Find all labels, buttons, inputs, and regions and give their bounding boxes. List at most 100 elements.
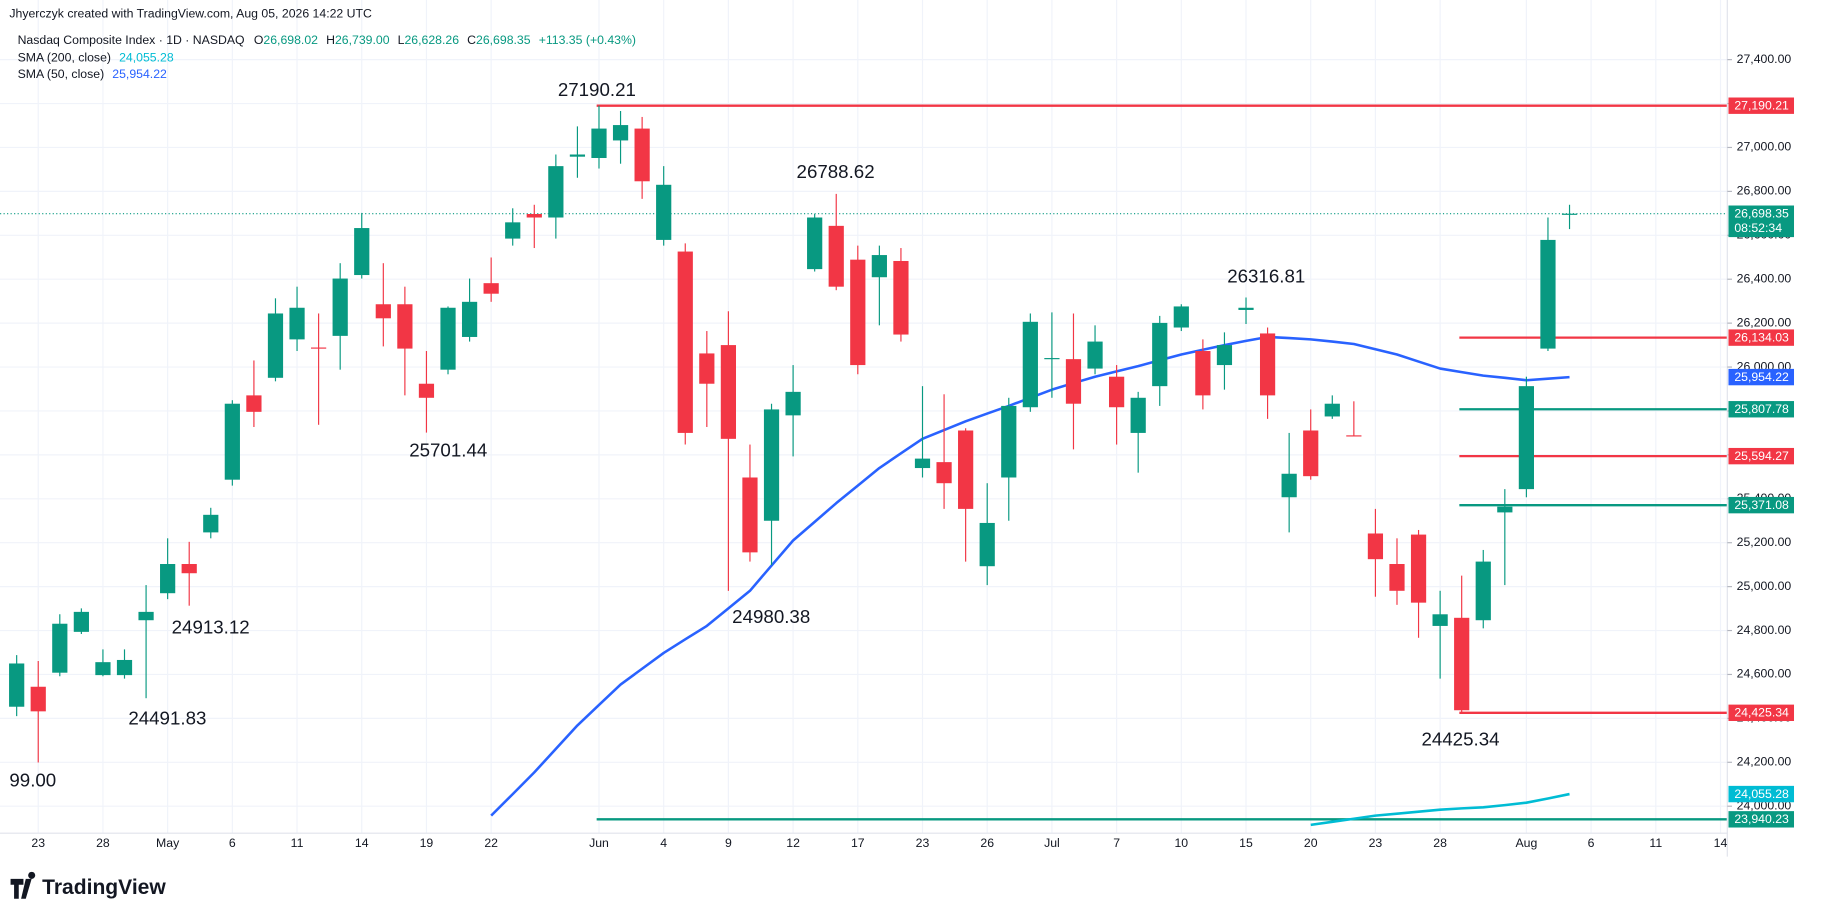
x-tick-label: 11 <box>291 836 304 850</box>
candle-body <box>979 522 995 567</box>
level-badge <box>1728 447 1795 465</box>
candle-body <box>958 430 974 509</box>
candle-body <box>785 391 801 416</box>
y-tick-label: 25,200.00 <box>1737 535 1792 549</box>
candle-body <box>1259 333 1276 396</box>
candle-body <box>311 347 327 349</box>
x-tick-label: 6 <box>1588 836 1595 850</box>
candle-body <box>526 213 542 218</box>
sma-label: 24,055.28 <box>1734 787 1789 801</box>
annotation: 26316.81 <box>1227 265 1305 286</box>
level-label: 25,371.08 <box>1734 498 1789 512</box>
annotation: 24491.83 <box>128 708 206 729</box>
candle-body <box>267 313 284 378</box>
y-tick-label: 24,600.00 <box>1737 667 1792 681</box>
brand-logo: TradingView <box>10 871 166 899</box>
candle-body <box>354 228 370 276</box>
y-tick-label: 25,000.00 <box>1737 579 1792 593</box>
candle-body <box>1518 386 1534 490</box>
ohlc-key: C <box>467 33 476 47</box>
level-badge <box>1728 97 1795 114</box>
candle-body <box>1109 376 1125 408</box>
x-tick-label: 20 <box>1304 836 1318 850</box>
candle-body <box>1087 341 1103 369</box>
candle-body <box>1389 564 1405 591</box>
x-tick-label: 10 <box>1174 836 1188 850</box>
x-tick-label: Jun <box>589 836 609 850</box>
level-label: 24,425.34 <box>1734 706 1789 720</box>
candle-body <box>612 125 629 141</box>
legend-header: Jhyerczyk created with TradingView.com, … <box>9 6 636 81</box>
annotation: 24980.38 <box>732 606 810 627</box>
x-tick-label: 9 <box>725 836 732 850</box>
candle-body <box>1065 359 1082 404</box>
y-tick-label: 24,800.00 <box>1737 623 1792 637</box>
ohlc-key: L <box>398 33 405 47</box>
sma-legend: SMA (200, close) 24,055.28 <box>18 51 174 65</box>
annotation: 99.00 <box>9 770 56 791</box>
x-tick-label: 14 <box>1714 836 1728 850</box>
y-tick-label: 26,800.00 <box>1737 184 1792 198</box>
candle-body <box>569 154 586 157</box>
level-label: 23,940.23 <box>1734 812 1789 826</box>
candle-body <box>1216 345 1233 366</box>
candle-body <box>591 128 607 159</box>
legend-value: 25,954.22 <box>112 67 167 81</box>
candle-body <box>677 251 693 433</box>
candle-body <box>850 259 866 366</box>
candle-body <box>483 283 499 294</box>
annotation: 24425.34 <box>1421 729 1499 750</box>
candle-body <box>397 304 413 349</box>
level-label: 27,190.21 <box>1734 99 1789 113</box>
candle-body <box>9 663 25 707</box>
candle-body <box>1324 403 1340 417</box>
level-badge <box>1728 811 1795 828</box>
level-badge <box>1728 401 1795 418</box>
candle-body <box>914 458 931 469</box>
last-price-badge <box>1728 205 1795 238</box>
legend-name: SMA (200, close) <box>18 51 111 65</box>
x-tick-label: 23 <box>916 836 930 850</box>
symbol-line: Nasdaq Composite Index · 1D · NASDAQ O26… <box>18 33 636 47</box>
candle-body <box>440 307 456 370</box>
x-tick-label: 28 <box>1433 836 1447 850</box>
x-tick-label: 11 <box>1649 836 1662 850</box>
candle-body <box>893 260 909 335</box>
candle-body <box>246 395 262 412</box>
last-price-label: 26,698.35 <box>1734 207 1789 221</box>
candle-body <box>52 623 68 673</box>
candle-body <box>1497 506 1513 513</box>
legend-name: SMA (50, close) <box>18 67 105 81</box>
sma-legend: SMA (50, close) 25,954.22 <box>18 67 167 81</box>
candle-body <box>1044 358 1060 360</box>
candle-body <box>656 184 672 240</box>
candle-body <box>828 225 844 287</box>
candle-body <box>1130 397 1146 433</box>
candle-body <box>418 383 435 398</box>
y-tick-label: 27,000.00 <box>1737 140 1792 154</box>
x-tick-label: 12 <box>786 836 800 850</box>
x-tick-label: 17 <box>851 836 865 850</box>
candle-body <box>30 686 46 712</box>
legend-value: 24,055.28 <box>119 51 174 65</box>
y-tick-label: 26,400.00 <box>1737 271 1792 285</box>
x-tick-label: Jul <box>1044 836 1060 850</box>
level-label: 25,807.78 <box>1734 402 1789 416</box>
candle-body <box>1022 321 1038 408</box>
x-tick-label: 28 <box>96 836 110 850</box>
ohlc-value: 26,698.02 <box>263 33 318 47</box>
candle-body <box>375 304 391 319</box>
brand-name: TradingView <box>42 876 166 899</box>
annotation: 24913.12 <box>172 616 250 637</box>
candle-body <box>1367 533 1384 560</box>
candle-body <box>720 345 737 439</box>
candle-body <box>1410 534 1427 603</box>
candle-body <box>548 166 564 218</box>
level-label: 26,134.03 <box>1734 330 1789 344</box>
candle-body <box>332 278 348 336</box>
candle-body <box>1195 351 1211 396</box>
candle-body <box>1303 430 1319 477</box>
sma-line <box>1310 792 1570 827</box>
